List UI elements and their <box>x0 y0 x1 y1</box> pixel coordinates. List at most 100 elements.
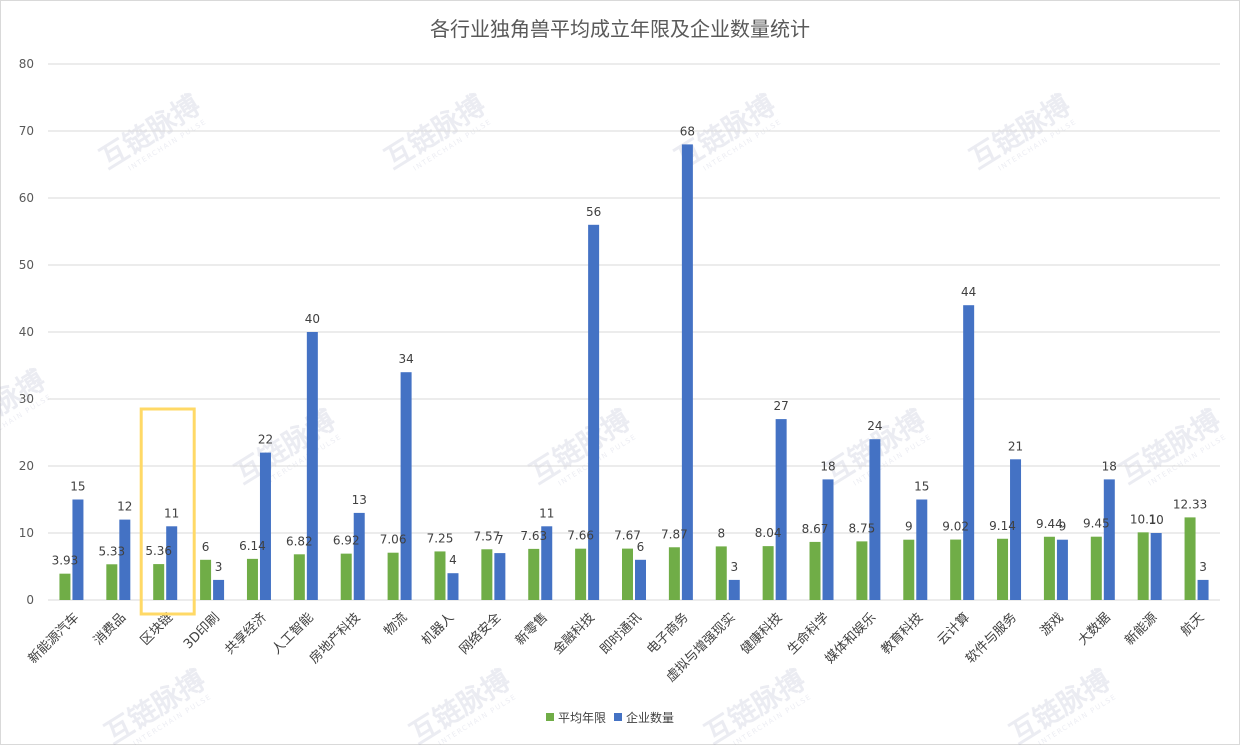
y-tick-label: 0 <box>26 593 34 607</box>
bar-avg-years <box>434 551 446 600</box>
data-label-company-count: 3 <box>215 560 223 574</box>
bar-company-count <box>916 499 928 600</box>
data-label-avg-years: 8 <box>717 526 725 540</box>
legend-swatch <box>614 713 622 721</box>
data-label-avg-years: 7.67 <box>614 529 641 543</box>
data-label-company-count: 6 <box>637 540 645 554</box>
data-label-company-count: 3 <box>1199 560 1207 574</box>
bar-company-count <box>353 512 365 600</box>
bar-avg-years <box>1043 536 1055 600</box>
data-label-avg-years: 6 <box>202 540 210 554</box>
bar-company-count <box>963 305 975 600</box>
data-label-avg-years: 9.02 <box>942 520 969 534</box>
bar-avg-years <box>997 538 1009 600</box>
bar-company-count <box>259 452 271 600</box>
bar-avg-years <box>1090 536 1102 600</box>
bar-company-count <box>166 526 178 600</box>
data-label-avg-years: 7.87 <box>661 527 688 541</box>
legend-swatch <box>546 713 554 721</box>
bar-avg-years <box>153 564 165 600</box>
data-label-company-count: 3 <box>730 560 738 574</box>
legend-label: 平均年限 <box>558 711 606 725</box>
bar-avg-years <box>106 564 118 600</box>
y-tick-label: 80 <box>19 57 34 71</box>
data-label-company-count: 27 <box>773 399 788 413</box>
legend-label: 企业数量 <box>626 710 674 725</box>
bar-company-count <box>1197 579 1209 600</box>
data-label-avg-years: 10.1 <box>1130 512 1157 526</box>
data-label-avg-years: 7.25 <box>427 531 454 545</box>
data-label-company-count: 13 <box>352 493 367 507</box>
bar-company-count <box>822 479 834 600</box>
data-label-avg-years: 8.04 <box>755 526 782 540</box>
data-label-company-count: 18 <box>1102 459 1117 473</box>
highlight-layer <box>139 407 196 616</box>
y-axis-ticks: 0 10 20 30 40 50 60 70 80 <box>19 57 34 607</box>
bar-avg-years <box>809 541 821 600</box>
bar-company-count <box>588 224 600 601</box>
data-label-company-count: 10 <box>1149 513 1164 527</box>
data-label-avg-years: 9.44 <box>1036 517 1063 531</box>
data-label-avg-years: 9.14 <box>989 519 1016 533</box>
data-label-company-count: 22 <box>258 433 273 447</box>
data-label-avg-years: 7.57 <box>474 529 501 543</box>
data-label-avg-years: 7.66 <box>567 529 594 543</box>
bar-avg-years <box>762 546 774 600</box>
bar-avg-years <box>200 559 212 600</box>
data-label-avg-years: 7.06 <box>380 533 407 547</box>
data-label-company-count: 15 <box>70 480 85 494</box>
bar-company-count <box>213 579 225 600</box>
data-label-company-count: 4 <box>449 553 457 567</box>
bar-avg-years <box>903 539 915 600</box>
data-label-avg-years: 9 <box>905 520 913 534</box>
data-label-company-count: 40 <box>305 312 320 326</box>
bars <box>59 144 1209 601</box>
highlight-box <box>139 407 196 616</box>
bar-avg-years <box>246 558 258 600</box>
bar-avg-years <box>59 573 71 600</box>
bar-avg-years <box>575 548 587 600</box>
bar-avg-years <box>293 554 305 600</box>
bar-company-count <box>72 499 84 600</box>
data-label-company-count: 15 <box>914 480 929 494</box>
bar-avg-years <box>622 548 633 600</box>
bar-avg-years <box>856 541 868 600</box>
bar-company-count <box>728 579 740 600</box>
bar-avg-years <box>668 547 680 600</box>
data-labels: 3.93155.33125.3611636.14226.82406.92137.… <box>52 124 1208 574</box>
gridlines <box>48 63 1220 601</box>
bar-company-count <box>447 573 459 600</box>
bar-company-count <box>119 519 131 600</box>
bar-avg-years <box>528 548 540 600</box>
y-tick-label: 10 <box>19 526 34 540</box>
bar-company-count <box>775 419 787 600</box>
data-label-company-count: 34 <box>398 352 413 366</box>
bar-company-count <box>306 332 318 600</box>
data-label-avg-years: 6.14 <box>239 539 266 553</box>
bar-avg-years <box>387 552 399 600</box>
data-label-company-count: 44 <box>961 285 976 299</box>
bar-company-count <box>541 526 553 600</box>
data-label-avg-years: 8.67 <box>802 522 829 536</box>
bar-avg-years <box>481 549 493 600</box>
bar-company-count <box>494 553 506 600</box>
bar-company-count <box>1103 479 1115 600</box>
bar-company-count <box>635 559 646 600</box>
y-tick-label: 60 <box>19 191 34 205</box>
bar-avg-years <box>715 546 727 600</box>
data-label-avg-years: 9.45 <box>1083 517 1110 531</box>
y-tick-label: 30 <box>19 392 34 406</box>
data-label-company-count: 9 <box>1059 520 1067 534</box>
data-label-company-count: 12 <box>117 500 132 514</box>
bar-avg-years <box>340 553 352 600</box>
y-tick-label: 20 <box>19 459 34 473</box>
bar-avg-years <box>950 539 962 600</box>
bar-avg-years <box>1184 517 1196 600</box>
data-label-avg-years: 7.63 <box>520 529 547 543</box>
data-label-company-count: 68 <box>680 124 695 138</box>
bar-company-count <box>1150 533 1162 600</box>
data-label-avg-years: 5.33 <box>98 544 125 558</box>
